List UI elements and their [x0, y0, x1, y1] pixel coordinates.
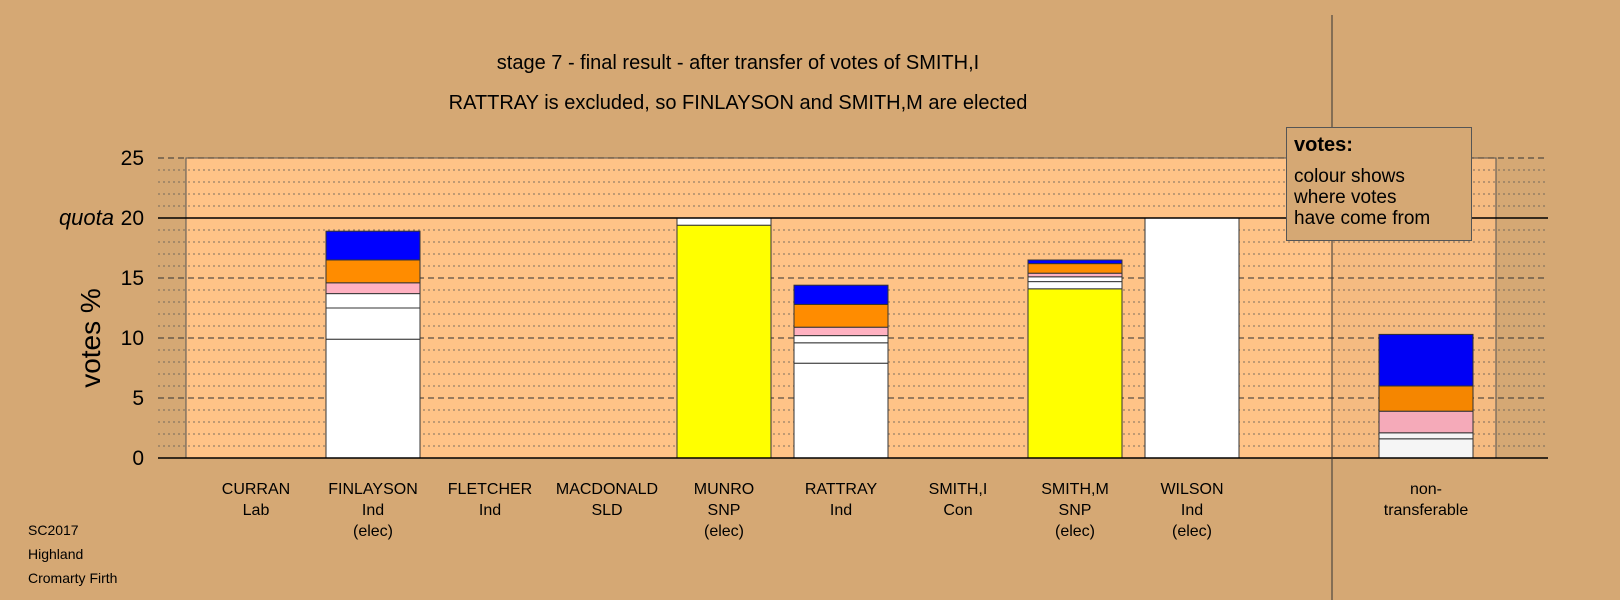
category-label: WILSON [1160, 481, 1223, 498]
legend-line: colour shows [1294, 166, 1405, 187]
y-tick-label: 0 [132, 447, 144, 470]
y-tick-label: 5 [132, 387, 144, 410]
category-label: CURRAN [222, 481, 290, 498]
y-tick-label: 15 [121, 267, 144, 290]
y-tick-label: 20 [121, 207, 144, 230]
bar-segment [1027, 288, 1123, 459]
bar-segment [1027, 263, 1123, 274]
legend-box: votes: colour shows where votes have com… [1286, 127, 1472, 241]
bar-segment [325, 293, 421, 309]
category-label: Ind [362, 502, 384, 519]
bar-segment [1027, 259, 1123, 265]
bar-segment [325, 259, 421, 284]
bar-segment [325, 230, 421, 261]
category-label: RATTRAY [805, 481, 878, 498]
chart-subtitle: RATTRAY is excluded, so FINLAYSON and SM… [448, 92, 1028, 114]
category-label: Con [943, 502, 972, 519]
footer-ward: Cromarty Firth [28, 570, 118, 586]
y-axis-label: votes % [75, 288, 106, 388]
footer-election: SC2017 [28, 522, 79, 538]
bar-segment [793, 326, 889, 337]
bar-segment [793, 284, 889, 305]
category-label: SLD [591, 502, 622, 519]
category-label: Ind [479, 502, 501, 519]
category-label: (elec) [353, 523, 393, 540]
bar-segment [325, 282, 421, 295]
y-tick-label: 25 [121, 147, 144, 170]
bar-segment [793, 335, 889, 344]
bar-segment [1378, 333, 1474, 387]
category-label: Ind [1181, 502, 1203, 519]
bar-segment [676, 217, 772, 226]
category-label: Lab [243, 502, 270, 519]
bar-segment [325, 307, 421, 340]
category-label: Ind [830, 502, 852, 519]
legend-line: have come from [1294, 208, 1431, 229]
category-label: (elec) [704, 523, 744, 540]
category-label: non- [1410, 481, 1442, 498]
bar-segment [1027, 276, 1123, 283]
category-label: (elec) [1055, 523, 1095, 540]
category-label: FINLAYSON [328, 481, 418, 498]
category-label: transferable [1384, 502, 1469, 519]
category-label: SMITH,I [929, 481, 988, 498]
category-label: SMITH,M [1041, 481, 1109, 498]
category-label: SNP [708, 502, 741, 519]
category-label: FLETCHER [448, 481, 532, 498]
bar-segment [1144, 217, 1240, 459]
bar-segment [1027, 272, 1123, 278]
quota-label: quota [59, 205, 114, 230]
bar-segment [1378, 385, 1474, 412]
chart-title: stage 7 - final result - after transfer … [496, 52, 980, 74]
bar-segment [1027, 281, 1123, 290]
bar-segment [793, 362, 889, 459]
footer-council: Highland [28, 546, 84, 562]
category-label: SNP [1059, 502, 1092, 519]
bar-segment [325, 338, 421, 459]
category-label: MACDONALD [556, 481, 658, 498]
legend-title: votes: [1294, 134, 1353, 156]
bar-segment [793, 303, 889, 328]
bar-segment [676, 224, 772, 459]
legend-line: where votes [1294, 187, 1397, 208]
category-label: (elec) [1172, 523, 1212, 540]
bar-segment [793, 342, 889, 364]
y-tick-label: 10 [121, 327, 144, 350]
category-label: MUNRO [694, 481, 754, 498]
